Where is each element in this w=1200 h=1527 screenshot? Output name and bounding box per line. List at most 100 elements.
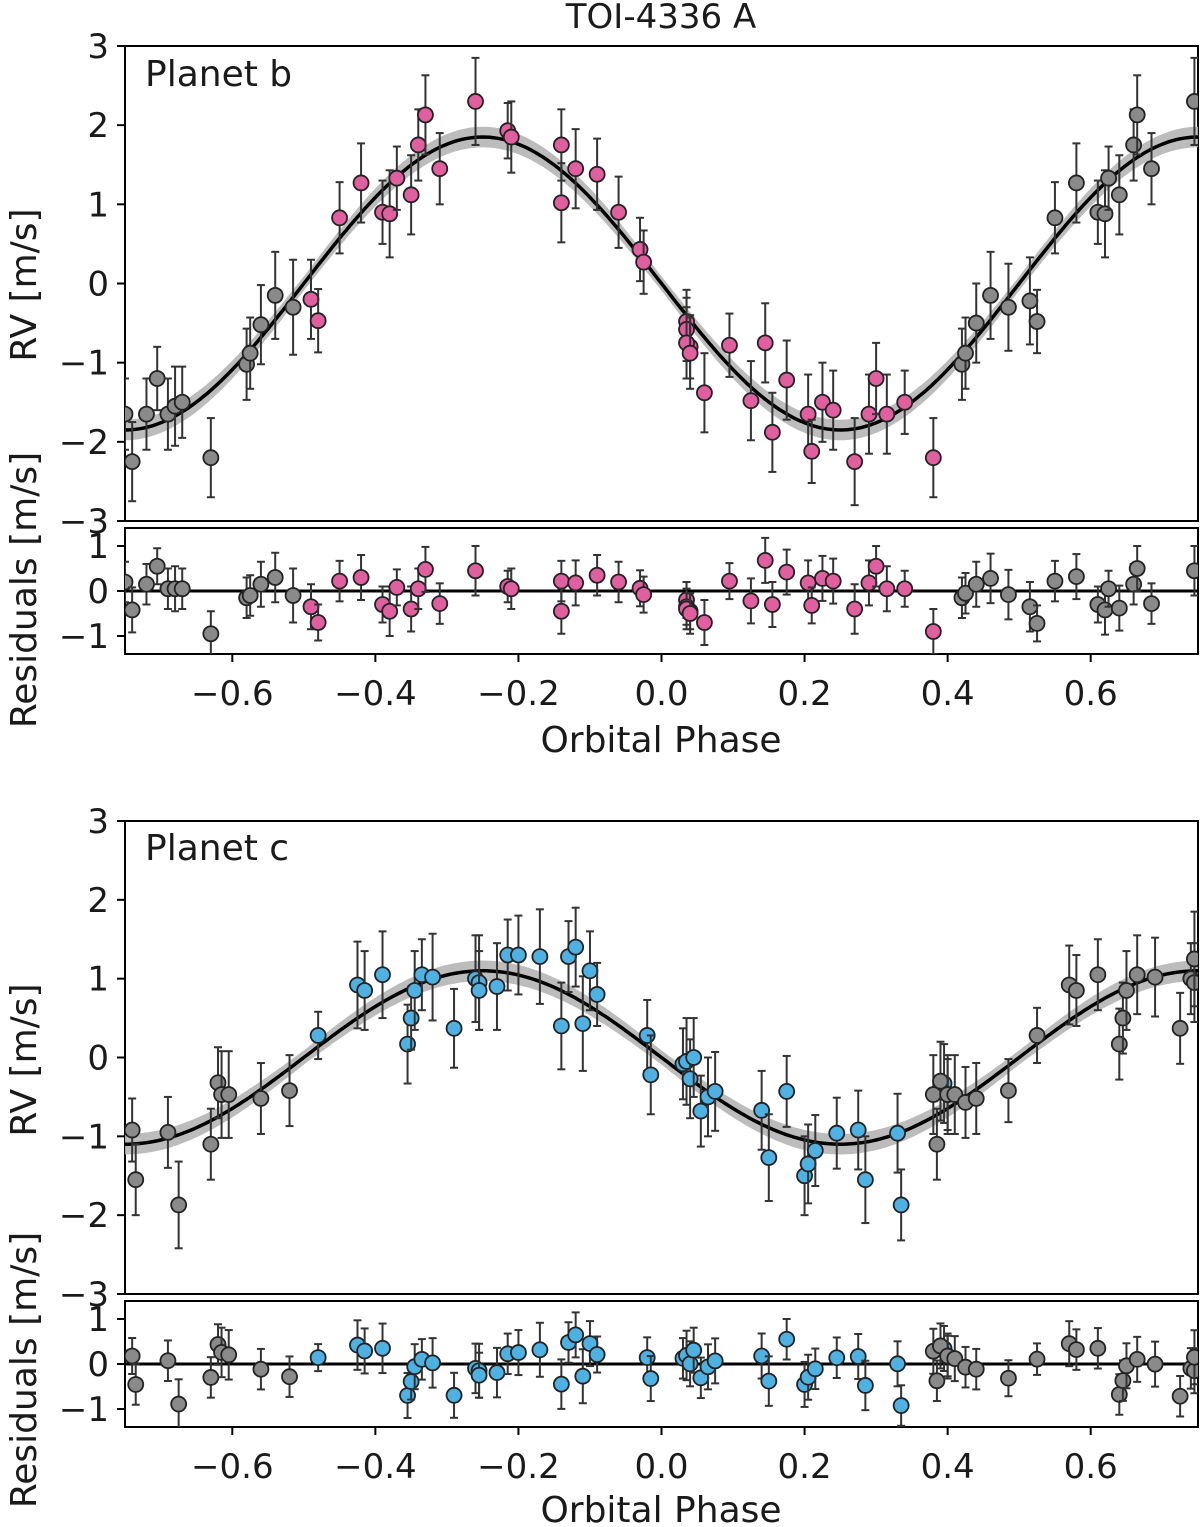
rv-data-point: [552, 136, 570, 154]
rv-data-point: [849, 1121, 867, 1139]
rv-data-point: [1089, 966, 1107, 984]
y-tick-label: −3: [59, 502, 109, 542]
residual-data-point: [892, 1397, 910, 1414]
residual-data-point: [252, 1360, 270, 1378]
rv-data-point: [692, 1102, 710, 1120]
rv-data-point: [431, 160, 449, 178]
rv-data-point: [302, 290, 320, 308]
residual-data-point: [470, 1366, 488, 1384]
residual-data-point: [552, 1375, 570, 1393]
rv-data-point: [352, 174, 370, 192]
residual-data-point: [824, 572, 842, 590]
rv-data-point: [889, 1124, 906, 1142]
residual-data-point: [1128, 1350, 1146, 1368]
rv-data-point: [928, 1135, 946, 1153]
rv-data-point: [252, 1090, 270, 1107]
rv-data-point: [824, 401, 842, 419]
rv-y-axis-label: RV [m/s]: [4, 208, 45, 361]
residual-data-point: [531, 1341, 549, 1359]
residual-data-point: [696, 614, 713, 631]
residual-data-point: [510, 1344, 527, 1361]
residual-data-point: [309, 614, 327, 631]
residual-data-point: [860, 574, 878, 592]
rv-data-point: [706, 1082, 724, 1100]
residual-data-point: [1186, 1348, 1198, 1366]
rv-data-point: [374, 966, 391, 984]
panel-label: Planet c: [145, 828, 289, 869]
rv-data-point: [241, 344, 259, 362]
x-tick-label: −0.2: [477, 1447, 560, 1487]
y-tick-label: −1: [59, 1117, 109, 1157]
y-tick-label: 2: [87, 881, 109, 921]
rv-data-point: [1125, 136, 1143, 154]
residual-data-point: [388, 579, 406, 596]
x-tick-label: 0.2: [778, 1447, 832, 1487]
rv-data-point: [681, 344, 699, 362]
rv-data-point: [424, 968, 441, 986]
residual-data-point: [706, 1352, 724, 1370]
y-tick-label: −1: [59, 1390, 109, 1430]
residual-data-point: [957, 584, 974, 602]
y-tick-label: −2: [59, 423, 109, 463]
x-axis-label: Orbital Phase: [540, 720, 781, 761]
residual-data-point: [173, 580, 191, 598]
residual-data-point: [967, 575, 985, 593]
residual-data-point: [399, 1387, 416, 1404]
x-axis-label: Orbital Phase: [540, 1490, 781, 1527]
y-tick-label: 1: [87, 960, 109, 1000]
rv-data-point: [284, 298, 302, 316]
residual-data-point: [635, 586, 653, 603]
rv-data-point: [753, 1101, 771, 1119]
residual-data-point: [642, 1370, 660, 1387]
residual-data-point: [409, 580, 427, 598]
rv-data-point: [806, 1142, 824, 1159]
rv-data-point: [957, 344, 974, 362]
rv-data-point: [331, 209, 349, 227]
residual-data-point: [266, 569, 284, 586]
rv-data-point: [531, 948, 549, 965]
residual-data-point: [1000, 1369, 1017, 1387]
rv-data-point: [1186, 950, 1198, 968]
rv-data-point: [760, 1149, 778, 1167]
y-tick-label: −1: [59, 344, 109, 384]
y-tick-label: 2: [87, 106, 109, 146]
y-tick-label: −1: [59, 617, 109, 657]
rv-data-point: [309, 1027, 327, 1044]
residual-data-point: [1125, 575, 1143, 593]
residual-data-point: [402, 1373, 420, 1390]
keplerian-model-line: [125, 135, 1198, 432]
residual-data-point: [241, 587, 259, 604]
residual-data-point: [148, 557, 166, 575]
rv-data-point: [924, 449, 942, 467]
residual-data-point: [1046, 572, 1064, 590]
residual-data-point: [588, 566, 606, 584]
residual-data-point: [588, 1346, 606, 1363]
rv-y-axis-label: RV [m/s]: [4, 983, 45, 1136]
x-axis-ticks: −0.6 −0.4 −0.2 0.0 0.2 0.4 0.6: [191, 1427, 1118, 1487]
residuals-y-axis-label: Residuals [m/s]: [4, 452, 45, 728]
residual-data-point: [138, 575, 155, 593]
residual-data-point: [1114, 1372, 1132, 1390]
y-tick-label: 0: [87, 572, 109, 612]
rv-data-point: [202, 1135, 220, 1153]
x-tick-label: −0.4: [334, 1447, 417, 1487]
rv-data-point: [125, 405, 134, 423]
rv-data-point: [470, 982, 488, 999]
residual-data-point: [127, 1376, 145, 1393]
rv-data-point: [1143, 160, 1160, 178]
rv-data-point: [967, 314, 985, 332]
residual-data-point: [946, 1350, 964, 1368]
y-tick-label: 0: [87, 1345, 109, 1385]
residuals-plot-area: [125, 536, 1198, 654]
residuals-y-ticks: −1 0 1: [59, 1300, 125, 1430]
rv-data-point: [127, 1171, 145, 1189]
residual-data-point: [685, 1341, 703, 1359]
residual-data-point: [352, 569, 370, 586]
rv-data-point: [856, 1171, 874, 1189]
rv-data-point: [567, 160, 585, 178]
x-axis-ticks: −0.6 −0.4 −0.2 0.0 0.2 0.4 0.6: [191, 654, 1118, 714]
x-tick-label: 0.4: [921, 1447, 975, 1487]
rv-data-point: [138, 405, 155, 423]
rv-data-point: [588, 165, 606, 183]
